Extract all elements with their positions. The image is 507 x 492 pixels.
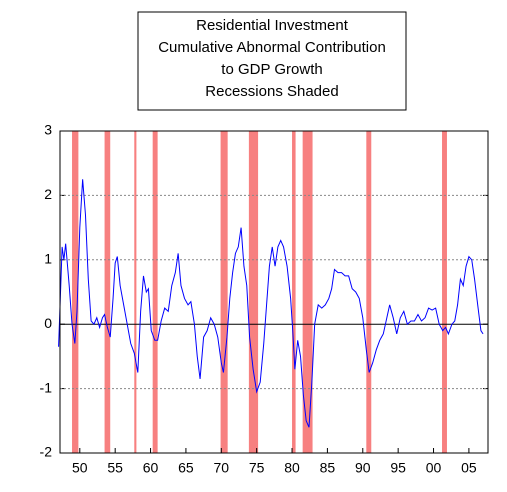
x-tick-label: 55 xyxy=(107,460,123,476)
recession-band xyxy=(152,131,158,453)
title-line: Residential Investment xyxy=(196,17,349,34)
x-tick-label: 85 xyxy=(320,460,336,476)
plot-frame xyxy=(59,130,489,454)
y-tick-label: 3 xyxy=(44,122,52,138)
x-tick-label: 50 xyxy=(72,460,88,476)
recession-band xyxy=(220,131,228,453)
title-line: Recessions Shaded xyxy=(205,83,338,100)
x-tick-label: 75 xyxy=(249,460,265,476)
y-tick-label: 1 xyxy=(44,251,52,267)
title-line: Cumulative Abnormal Contribution xyxy=(158,39,386,56)
data-line xyxy=(58,179,484,428)
recession-band xyxy=(442,131,447,453)
y-tick-label: -1 xyxy=(40,379,53,395)
recession-band xyxy=(302,131,313,453)
x-tick-label: 95 xyxy=(390,460,406,476)
title-line: to GDP Growth xyxy=(221,61,322,78)
title-box xyxy=(137,11,407,111)
x-tick-label: 65 xyxy=(178,460,194,476)
x-tick-label: 70 xyxy=(214,460,230,476)
x-tick-label: 60 xyxy=(143,460,159,476)
recession-band xyxy=(72,131,79,453)
x-tick-label: 05 xyxy=(461,460,477,476)
x-tick-label: 80 xyxy=(284,460,300,476)
y-tick-label: -2 xyxy=(40,444,53,460)
title: Residential Investment Cumulative Abnorma… xyxy=(158,17,386,100)
recession-band xyxy=(134,131,137,453)
recession-band xyxy=(292,131,296,453)
x-tick-label: 90 xyxy=(355,460,371,476)
x-tick-label: 00 xyxy=(426,460,442,476)
recession-band xyxy=(366,131,372,453)
y-tick-label: 0 xyxy=(44,315,52,331)
recession-band xyxy=(248,131,259,453)
y-tick-label: 2 xyxy=(44,186,52,202)
recession-band xyxy=(104,131,111,453)
